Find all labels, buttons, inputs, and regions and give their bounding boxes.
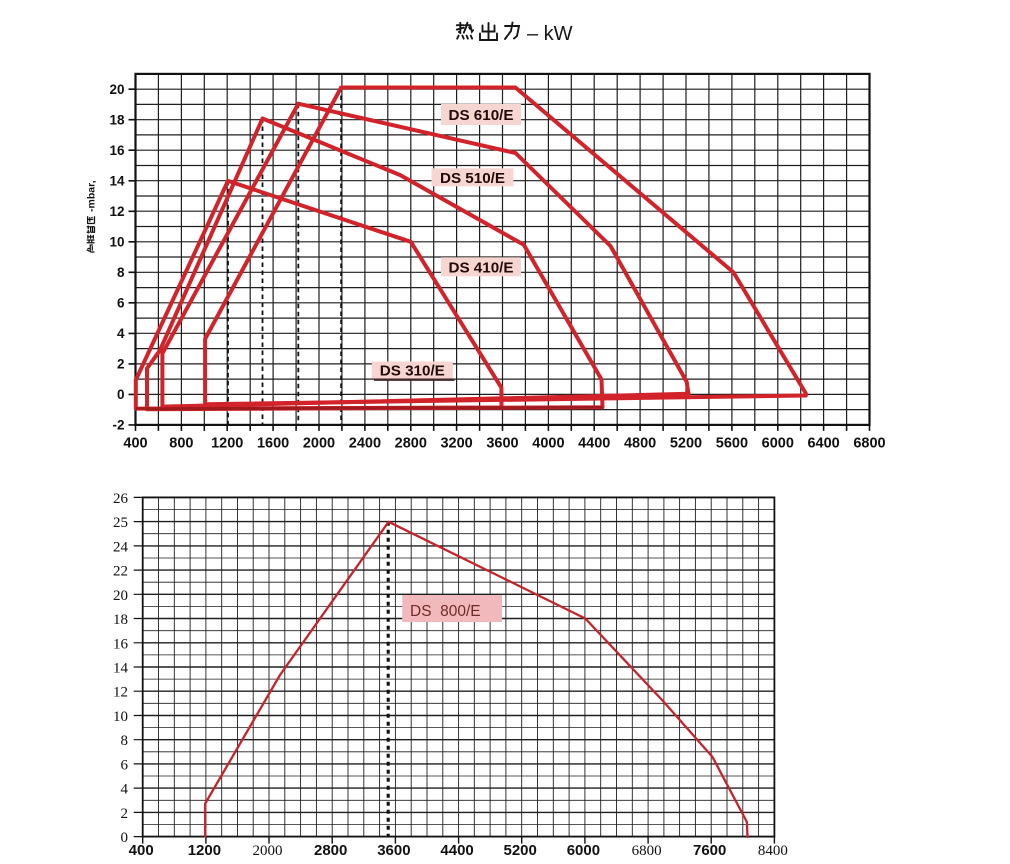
svg-text:16: 16 [113, 636, 129, 652]
svg-text:20: 20 [109, 82, 124, 97]
svg-text:DS 310/E: DS 310/E [380, 363, 445, 380]
svg-text:18: 18 [109, 113, 125, 128]
svg-text:3200: 3200 [440, 436, 472, 452]
svg-text:6000: 6000 [762, 436, 794, 452]
svg-text:6800: 6800 [853, 436, 885, 452]
svg-text:12: 12 [113, 685, 128, 701]
svg-text:DS 410/E: DS 410/E [448, 259, 513, 276]
svg-text:8400: 8400 [758, 843, 788, 859]
svg-text:3600: 3600 [486, 436, 518, 452]
svg-text:6800: 6800 [632, 843, 662, 859]
svg-text:7600: 7600 [693, 842, 726, 859]
svg-text:4800: 4800 [624, 436, 656, 452]
svg-text:25: 25 [113, 515, 128, 531]
svg-text:5200: 5200 [670, 436, 702, 452]
svg-text:10: 10 [109, 235, 124, 250]
svg-text:4400: 4400 [440, 842, 473, 859]
svg-text:2000: 2000 [303, 436, 335, 452]
svg-text:5200: 5200 [504, 842, 537, 859]
svg-text:2800: 2800 [314, 842, 347, 859]
svg-text:2800: 2800 [395, 436, 427, 452]
svg-text:14: 14 [109, 174, 125, 189]
svg-text:12: 12 [109, 204, 124, 219]
svg-text:1600: 1600 [257, 436, 289, 452]
svg-text:4000: 4000 [532, 436, 564, 452]
svg-text:400: 400 [129, 842, 154, 859]
svg-text:– kW: – kW [527, 23, 573, 45]
svg-text:0: 0 [121, 830, 129, 846]
svg-text:1200: 1200 [188, 842, 221, 859]
svg-text:8: 8 [121, 733, 129, 749]
svg-text:6400: 6400 [807, 436, 839, 452]
svg-text:DS 800/E: DS 800/E [410, 603, 481, 620]
svg-text:DS 510/E: DS 510/E [440, 170, 505, 187]
svg-text:1200: 1200 [211, 436, 243, 452]
svg-text:16: 16 [109, 143, 125, 158]
svg-text:20: 20 [113, 588, 128, 604]
svg-text:-2: -2 [112, 418, 124, 433]
svg-text:4: 4 [121, 782, 129, 798]
svg-text:4400: 4400 [578, 436, 610, 452]
svg-text:5600: 5600 [716, 436, 748, 452]
svg-text:14: 14 [113, 661, 129, 677]
svg-text:400: 400 [123, 436, 147, 452]
svg-text:6: 6 [121, 757, 129, 773]
svg-text:10: 10 [113, 709, 128, 725]
svg-text:8: 8 [117, 265, 125, 280]
svg-text:2000: 2000 [253, 843, 283, 859]
svg-text:26: 26 [113, 491, 129, 507]
svg-text:6000: 6000 [567, 842, 600, 859]
svg-text:-mbar,: -mbar, [86, 180, 98, 212]
svg-text:24: 24 [113, 539, 129, 555]
svg-text:800: 800 [169, 436, 193, 452]
svg-text:4: 4 [117, 326, 125, 341]
svg-text:2400: 2400 [349, 436, 381, 452]
svg-text:22: 22 [113, 564, 128, 580]
svg-text:DS 610/E: DS 610/E [448, 107, 513, 124]
svg-text:6: 6 [117, 296, 125, 311]
svg-text:2: 2 [117, 357, 125, 372]
svg-text:0: 0 [117, 387, 125, 402]
svg-text:18: 18 [113, 612, 128, 628]
svg-text:2: 2 [121, 806, 129, 822]
svg-text:3600: 3600 [377, 842, 410, 859]
